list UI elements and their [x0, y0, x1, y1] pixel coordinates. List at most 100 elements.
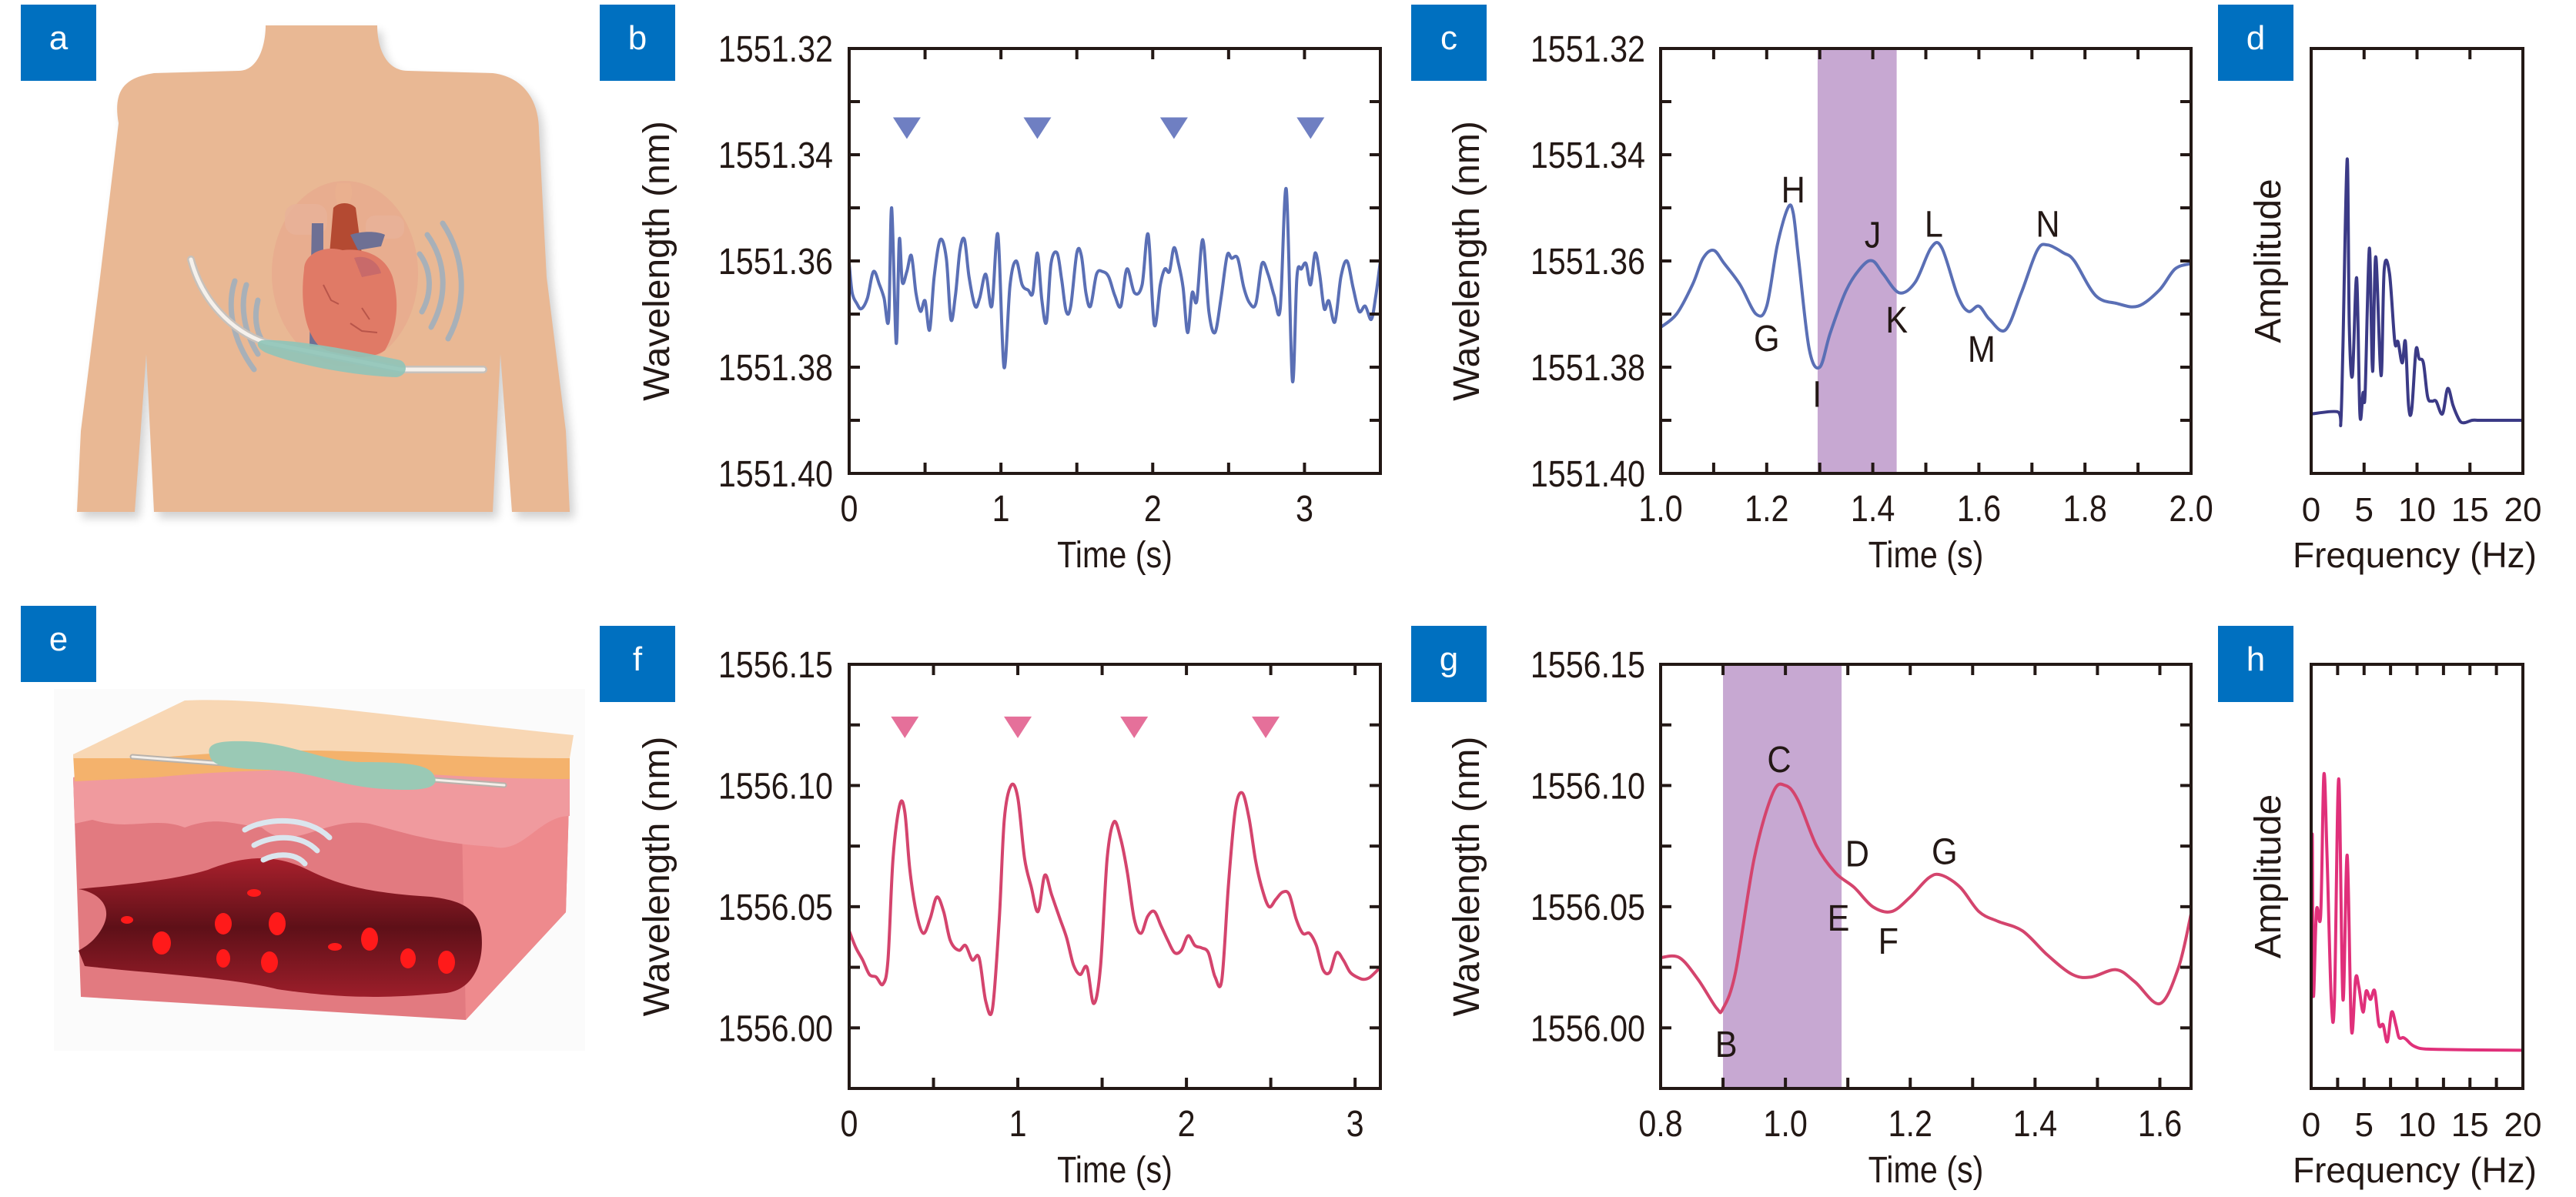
x-axis-title: Time (s) — [1868, 534, 1984, 576]
y-tick-label: 1551.40 — [1531, 453, 1645, 495]
x-tick-label: 1.0 — [1763, 1103, 1807, 1145]
series-line — [848, 186, 1382, 384]
y-tick-label: 1551.36 — [1531, 241, 1645, 283]
y-axis-title: Wavelength (nm) — [1447, 121, 1487, 401]
y-axis-title: Amplitude — [2248, 179, 2289, 343]
series-line — [1660, 782, 2193, 1015]
panel-label-c: c — [1411, 5, 1487, 81]
y-tick-label: 1551.38 — [718, 347, 833, 389]
fiber-sensor-icon — [129, 741, 507, 791]
x-axis-title: Frequency (Hz) — [2293, 535, 2537, 575]
point-annotation: C — [1767, 739, 1791, 781]
panel-label-e-text: e — [49, 620, 69, 658]
panel-label-f: f — [600, 626, 675, 702]
x-tick-label: 0.8 — [1638, 1103, 1682, 1145]
heart-icon — [272, 181, 418, 366]
panel-label-a-text: a — [49, 18, 69, 57]
y-axis-title: Wavelength (nm) — [1447, 737, 1487, 1017]
y-tick-label: 1556.15 — [1531, 644, 1645, 686]
x-tick-label: 1.6 — [2138, 1103, 2182, 1145]
beat-marker — [1159, 117, 1188, 139]
x-axis-title: Time (s) — [1057, 1149, 1173, 1191]
y-tick-label: 1556.05 — [718, 887, 833, 928]
point-annotation: K — [1885, 299, 1908, 341]
point-annotation: H — [1781, 169, 1805, 211]
x-tick-label: 1.2 — [1889, 1103, 1932, 1145]
plot-frame — [848, 47, 1382, 475]
x-tick-label: 1.4 — [2013, 1103, 2057, 1145]
illustration-skin-vessel — [54, 689, 585, 1051]
point-annotation: G — [1932, 831, 1958, 872]
y-tick-label: 1556.05 — [1531, 887, 1645, 928]
x-tick-label: 1.8 — [2063, 488, 2107, 530]
plot-frame — [2310, 663, 2524, 1090]
x-tick-label: 5 — [2355, 491, 2374, 529]
x-tick-label: 1 — [992, 488, 1010, 530]
chart-h: 0 5 10 15 20 Frequency (Hz) Amplitude — [2248, 663, 2542, 1190]
x-tick-label: 2.0 — [2169, 488, 2213, 530]
beat-marker — [892, 117, 921, 139]
series-line — [2310, 157, 2523, 427]
panel-label-b-text: b — [627, 18, 647, 57]
x-tick-label: 0 — [841, 488, 858, 530]
series-line — [1659, 203, 2192, 370]
x-tick-label: 1.0 — [1638, 488, 1682, 530]
blood-vessel-icon — [79, 858, 482, 997]
x-tick-label: 15 — [2451, 1106, 2489, 1144]
y-axis-title: Wavelength (nm) — [637, 737, 677, 1017]
y-tick-label: 1551.32 — [1531, 28, 1645, 70]
panel-label-b: b — [600, 5, 675, 81]
panel-label-g: g — [1411, 626, 1487, 702]
point-annotation: J — [1865, 214, 1882, 256]
y-tick-label: 1556.00 — [718, 1008, 833, 1049]
chart-d: 0 5 10 15 20 Frequency (Hz) Amplitude — [2248, 47, 2542, 575]
highlight-band — [1723, 664, 1842, 1088]
x-tick-label: 10 — [2398, 1106, 2436, 1144]
x-tick-label: 1.4 — [1851, 488, 1895, 530]
x-tick-label: 1.2 — [1745, 488, 1788, 530]
x-tick-label: 2 — [1178, 1103, 1196, 1145]
x-tick-label: 3 — [1296, 488, 1313, 530]
beat-marker — [1252, 716, 1280, 738]
panel-label-d: d — [2218, 5, 2293, 81]
point-annotation: B — [1715, 1024, 1738, 1065]
beat-marker — [891, 716, 919, 738]
point-annotation: N — [2036, 204, 2059, 246]
panel-label-a: a — [21, 5, 96, 81]
plot-frame — [848, 663, 1382, 1090]
y-tick-label: 1551.34 — [1531, 135, 1645, 176]
x-tick-label: 0 — [2302, 491, 2320, 529]
y-tick-label: 1551.32 — [718, 28, 833, 70]
panel-label-h-text: h — [2246, 640, 2266, 678]
panel-label-e: e — [21, 606, 96, 682]
point-annotation: I — [1812, 373, 1822, 415]
x-tick-label: 0 — [2302, 1106, 2320, 1144]
x-tick-label: 1.6 — [1957, 488, 2001, 530]
vibration-waves-icon — [242, 818, 333, 867]
point-annotation: D — [1845, 833, 1869, 874]
x-tick-label: 5 — [2355, 1106, 2374, 1144]
panel-label-f-text: f — [632, 640, 643, 678]
highlight-band — [1817, 48, 1897, 473]
x-tick-label: 1 — [1009, 1103, 1027, 1145]
panel-label-h: h — [2218, 626, 2293, 702]
point-annotation: M — [1968, 329, 1996, 370]
x-tick-label: 20 — [2504, 1106, 2542, 1144]
beat-marker — [1120, 716, 1149, 738]
y-tick-label: 1556.10 — [1531, 766, 1645, 807]
y-tick-label: 1556.10 — [718, 766, 833, 807]
x-tick-label: 20 — [2504, 491, 2542, 529]
y-axis-title: Amplitude — [2248, 794, 2289, 958]
panel-label-g-text: g — [1439, 640, 1459, 678]
panel-label-d-text: d — [2246, 18, 2266, 57]
y-tick-label: 1551.38 — [1531, 347, 1645, 389]
chart-f: 1556.00 1556.05 1556.10 1556.15 0 1 2 3 Time (s)… — [637, 644, 1382, 1191]
chart-g: 1556.00 1556.05 1556.10 1556.15 0.8 1.0 1.2 1.4… — [1447, 644, 2193, 1191]
x-tick-label: 3 — [1347, 1103, 1364, 1145]
x-tick-label: 2 — [1144, 488, 1162, 530]
x-axis-title: Time (s) — [1868, 1149, 1984, 1191]
y-tick-label: 1556.15 — [718, 644, 833, 686]
x-axis-title: Time (s) — [1057, 534, 1173, 576]
